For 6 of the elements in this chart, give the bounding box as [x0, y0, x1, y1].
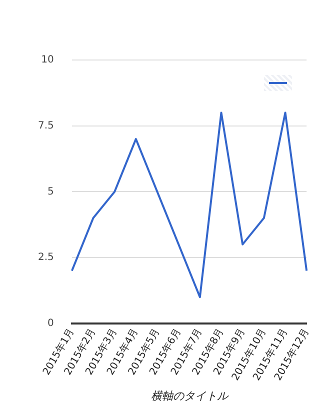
y-tick-label: 5	[48, 186, 54, 198]
y-tick-label: 0	[48, 318, 54, 330]
y-tick-label: 7.5	[38, 120, 54, 132]
y-tick-label: 10	[41, 54, 54, 66]
y-tick-label: 2.5	[38, 252, 54, 264]
x-axis-title: 横軸のタイトル	[150, 389, 229, 402]
